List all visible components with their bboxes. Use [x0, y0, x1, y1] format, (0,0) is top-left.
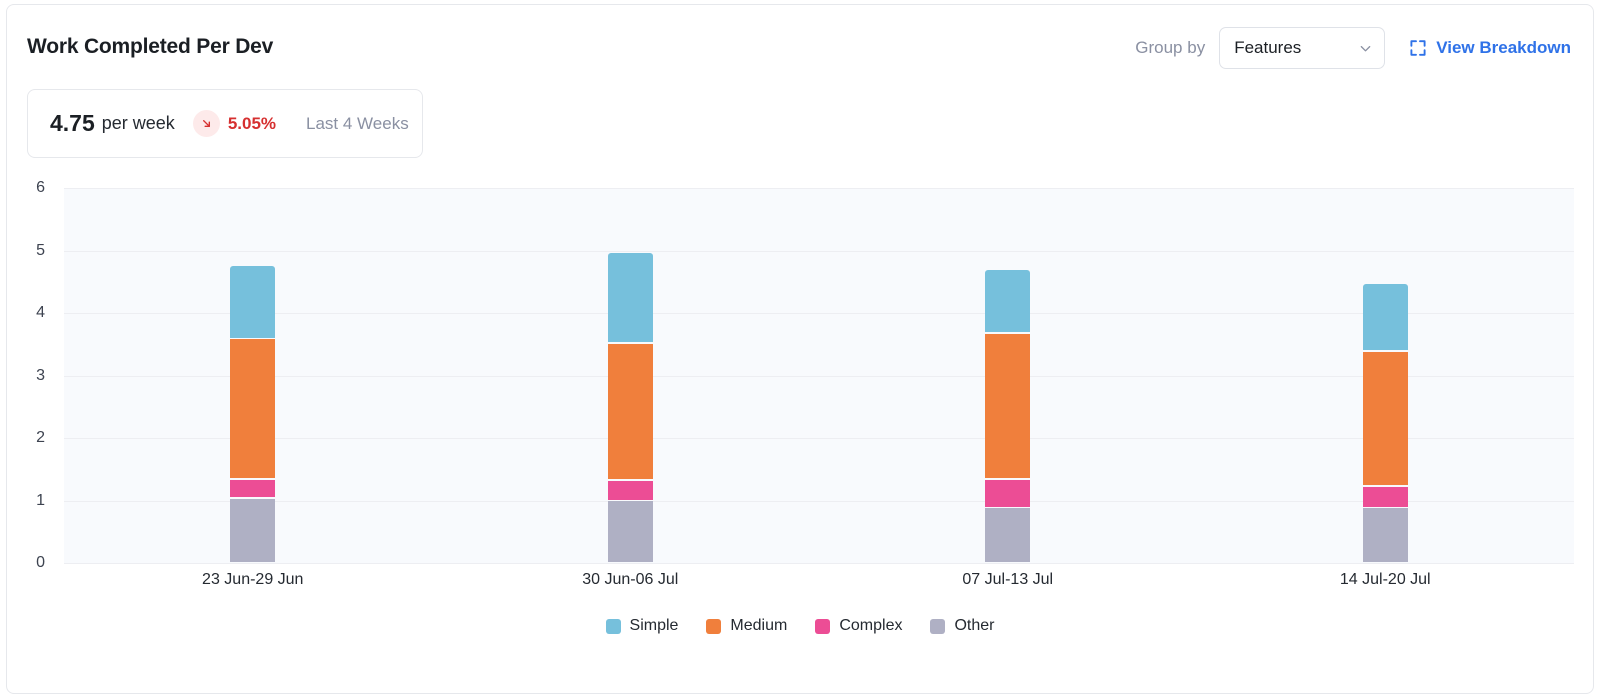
x-axis-tick-label: 07 Jul-13 Jul — [962, 571, 1054, 588]
trend-value: 5.05% — [227, 113, 277, 133]
bar-segment-simple[interactable] — [607, 253, 653, 343]
legend-label: Other — [954, 617, 995, 634]
bar-group[interactable] — [1362, 188, 1408, 563]
stat-value: 4.75 — [50, 110, 95, 136]
y-axis-tick-label: 3 — [36, 366, 45, 384]
plot-area — [64, 188, 1574, 564]
group-by-value: Features — [1234, 38, 1302, 57]
header-controls: Group by Features View Breakdown — [1135, 27, 1571, 69]
legend-item-medium[interactable]: Medium — [706, 617, 787, 635]
bar-group[interactable] — [230, 188, 276, 563]
chevron-down-icon — [1359, 42, 1372, 55]
legend-item-other[interactable]: Other — [930, 617, 994, 635]
chart-header: Work Completed Per Dev Group by Features — [7, 5, 1593, 83]
chart-legend: Simple Medium Complex Other — [7, 617, 1593, 635]
bar-segment-complex[interactable] — [985, 479, 1031, 507]
expand-icon — [1409, 39, 1427, 57]
view-breakdown-label: View Breakdown — [1436, 38, 1571, 57]
legend-swatch-icon — [605, 618, 621, 634]
bar-segment-other[interactable] — [230, 498, 276, 562]
bar-segment-complex[interactable] — [1362, 486, 1408, 507]
y-axis-tick-label: 0 — [36, 554, 45, 571]
stat-period: Last 4 Weeks — [306, 113, 409, 133]
bar-segment-other[interactable] — [985, 508, 1031, 562]
gridline — [64, 500, 1574, 502]
y-axis-tick-label: 4 — [36, 304, 45, 321]
bar-segment-medium[interactable] — [1362, 351, 1408, 486]
x-axis-tick-label: 30 Jun-06 Jul — [582, 571, 679, 588]
bar-segment-other[interactable] — [1362, 508, 1408, 562]
page-title: Work Completed Per Dev — [27, 35, 274, 58]
y-axis-tick-label: 2 — [36, 429, 45, 446]
bar-segment-medium[interactable] — [230, 339, 276, 479]
summary-stat-card: 4.75 per week 5.05% Last 4 Weeks — [27, 89, 423, 158]
bar-segment-simple[interactable] — [1362, 283, 1408, 351]
legend-label: Complex — [839, 617, 903, 634]
x-axis-tick-label: 23 Jun-29 Jun — [202, 571, 304, 588]
y-axis-tick-label: 5 — [36, 241, 45, 259]
gridline — [64, 438, 1574, 439]
bar-group[interactable] — [607, 188, 653, 563]
legend-item-simple[interactable]: Simple — [605, 617, 679, 635]
bar-segment-other[interactable] — [607, 501, 653, 562]
group-by-select[interactable]: Features — [1219, 27, 1386, 69]
bar-group[interactable] — [985, 188, 1031, 563]
gridline — [64, 250, 1574, 252]
x-axis-tick-label: 14 Jul-20 Jul — [1339, 571, 1431, 588]
arrow-down-right-icon — [192, 110, 220, 137]
gridline — [64, 313, 1574, 314]
legend-swatch-icon — [706, 618, 722, 634]
gridline — [64, 188, 1574, 189]
legend-label: Medium — [730, 617, 788, 634]
bar-segment-complex[interactable] — [230, 479, 276, 498]
trend-indicator: 5.05% — [192, 110, 277, 137]
bar-segment-medium[interactable] — [985, 333, 1031, 479]
legend-item-complex[interactable]: Complex — [815, 617, 902, 635]
bar-segment-simple[interactable] — [985, 269, 1031, 333]
chart-plot: 0 1 2 3 4 5 6 23 Jun-29 Jun 30 Jun-06 Jul 07 Jul… — [7, 173, 1593, 588]
group-by-label: Group by — [1135, 38, 1206, 57]
view-breakdown-button[interactable]: View Breakdown — [1409, 38, 1571, 58]
bar-segment-medium[interactable] — [607, 343, 653, 479]
stat-unit: per week — [101, 113, 175, 133]
gridline — [64, 375, 1574, 377]
y-axis-tick-label: 1 — [36, 491, 45, 509]
bar-segment-simple[interactable] — [230, 265, 276, 338]
legend-swatch-icon — [930, 618, 946, 634]
legend-label: Simple — [629, 617, 679, 634]
bar-segment-complex[interactable] — [607, 480, 653, 500]
gridline — [64, 563, 1574, 564]
legend-swatch-icon — [815, 618, 831, 634]
chart-card: Work Completed Per Dev Group by Features — [6, 4, 1594, 694]
y-axis-tick-label: 6 — [36, 179, 45, 196]
